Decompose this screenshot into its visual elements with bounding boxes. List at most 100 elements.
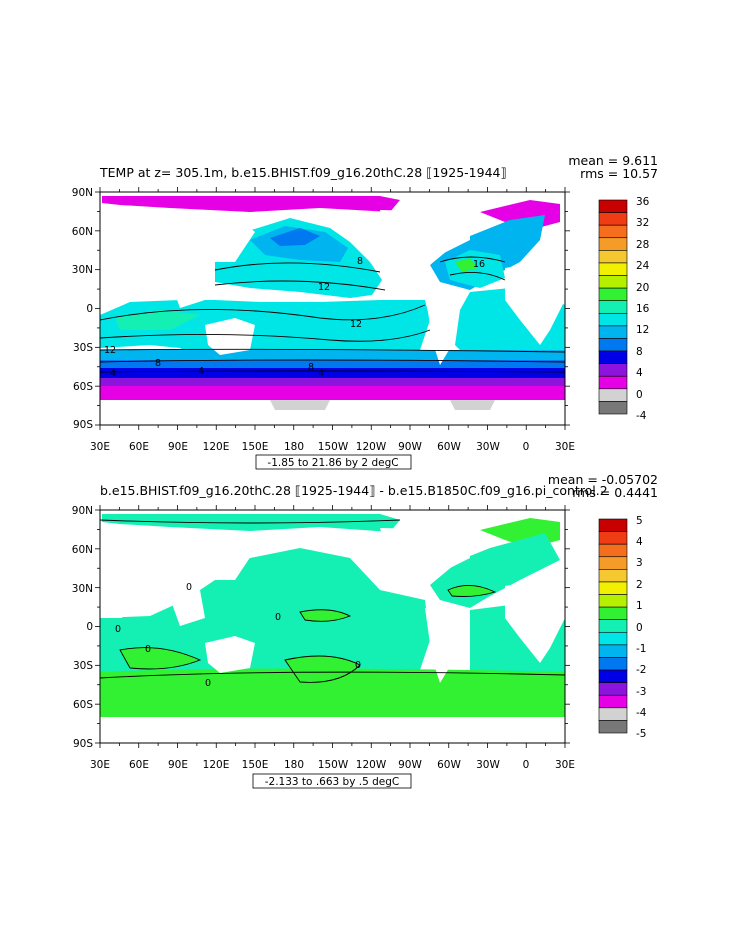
colorbar-label: 4 [636,536,643,548]
colorbar-label: -1 [636,643,646,655]
x-tick-label: 180 [284,759,304,771]
panel-temperature: TEMP at z= 305.1m, b.e15.BHIST.f09_g16.2… [72,153,658,470]
colorbar-swatch [598,388,628,402]
x-tick-label: 30E [555,759,575,771]
colorbar-label: -4 [636,410,647,422]
colorbar-swatch [598,518,628,532]
y-tick-label: 90S [73,419,93,431]
colorbar-swatch [598,375,628,390]
colorbar-label: -4 [636,707,647,719]
x-tick-label: 30E [90,441,110,453]
x-ticks: 30E 60E 90E 120E 150E 180 150W 120W 90W … [90,441,575,453]
contour-label: 4 [110,368,116,379]
colorbar-label: 24 [636,260,650,272]
axis-ticks [95,505,570,748]
colorbar-swatch [598,262,628,276]
y-tick-label: 30S [73,342,93,354]
x-tick-label: 150E [242,441,269,453]
contour-label: 4 [318,368,324,379]
colorbar-swatch [598,543,628,558]
y-tick-label: 90N [72,187,93,199]
map-field [100,510,565,743]
colorbar-swatch [598,694,628,709]
colorbar-labels: 36 32 28 24 20 16 12 8 4 0 -4 [636,196,650,422]
mean-label: mean = 9.611 [568,153,658,168]
y-tick-label: 30S [73,660,93,672]
colorbar-swatch [598,401,628,415]
mean-label: mean = -0.05702 [548,472,658,487]
colorbar-label: 0 [636,622,643,634]
colorbar-swatch [598,224,628,239]
y-tick-label: 60S [73,699,93,711]
colorbar-swatch [598,644,628,658]
colorbar-label: 20 [636,282,649,294]
rms-label: rms = 0.4441 [572,485,658,500]
colorbar-label: 12 [636,324,649,336]
colorbar-label: 16 [636,303,650,315]
colorbar-swatch [598,594,628,608]
colorbar-label: 32 [636,217,649,229]
contour-label: 0 [145,644,151,655]
contour-label: 0 [205,678,211,689]
colorbar-label: 3 [636,557,643,569]
rms-label: rms = 10.57 [580,166,658,181]
x-tick-label: 180 [284,441,304,453]
x-tick-label: 90E [168,441,188,453]
contour-labels: 12 12 12 16 8 8 8 4 4 4 [104,256,485,379]
colorbar-swatch [598,287,628,302]
y-tick-label: 90S [73,738,93,750]
contour-label: 8 [155,358,161,369]
panel-title: TEMP at z= 305.1m, b.e15.BHIST.f09_g16.2… [99,165,507,180]
colorbar: 5 4 3 2 1 0 -1 -2 -3 -4 -5 [598,515,647,740]
contour-label: 0 [115,624,121,635]
map-field [100,192,565,425]
contour-label: 8 [308,362,314,373]
contour-label: 12 [350,319,362,330]
x-tick-label: 150W [318,441,349,453]
colorbar-swatch [598,631,628,646]
colorbar-swatch [598,657,628,671]
contour-label: 12 [318,282,330,293]
x-tick-label: 30E [90,759,110,771]
x-tick-label: 120E [203,759,230,771]
x-tick-label: 60W [437,759,461,771]
contour-info-box: -2.133 to .663 by .5 degC [252,773,412,789]
x-tick-label: 30W [476,759,500,771]
colorbar-swatch [598,300,628,314]
colorbar-label: 1 [636,600,643,612]
y-ticks: 90N 60N 30N 0 30S 60S 90S [72,505,94,750]
contour-label: 0 [355,660,361,671]
contour-label: 12 [104,345,116,356]
x-tick-label: 60W [437,441,461,453]
x-tick-label: 150E [242,759,269,771]
colorbar: 36 32 28 24 20 16 12 8 4 0 -4 [598,196,650,422]
y-tick-label: 60S [73,381,93,393]
colorbar-label: 36 [636,196,650,208]
x-tick-label: 0 [523,759,530,771]
y-ticks: 90N 60N 30N 0 30S 60S 90S [72,187,94,431]
colorbar-swatch [598,212,628,226]
colorbar-swatch [598,350,628,364]
x-ticks: 30E 60E 90E 120E 150E 180 150W 120W 90W … [90,759,575,771]
colorbar-swatch [598,707,628,721]
contour-info-box: -1.85 to 21.86 by 2 degC [255,454,412,470]
x-tick-label: 120E [203,441,230,453]
panel-difference: b.e15.BHIST.f09_g16.20thC.28 ⟦1925-1944⟧… [72,472,658,789]
y-tick-label: 90N [72,505,93,517]
colorbar-label: 0 [636,389,643,401]
y-tick-label: 0 [86,621,93,633]
contour-info: -1.85 to 21.86 by 2 degC [267,457,398,469]
colorbar-swatch [598,250,628,264]
colorbar-swatch [598,531,628,545]
contour-label: 8 [357,256,363,267]
colorbar-swatch [598,275,628,289]
y-tick-label: 60N [72,544,93,556]
colorbar-swatch [598,312,628,327]
colorbar-swatch [598,237,628,251]
colorbar-label: 5 [636,515,643,527]
colorbar-swatch [598,606,628,621]
colorbar-swatches [598,518,628,734]
x-tick-label: 30E [555,441,575,453]
y-tick-label: 30N [72,264,93,276]
